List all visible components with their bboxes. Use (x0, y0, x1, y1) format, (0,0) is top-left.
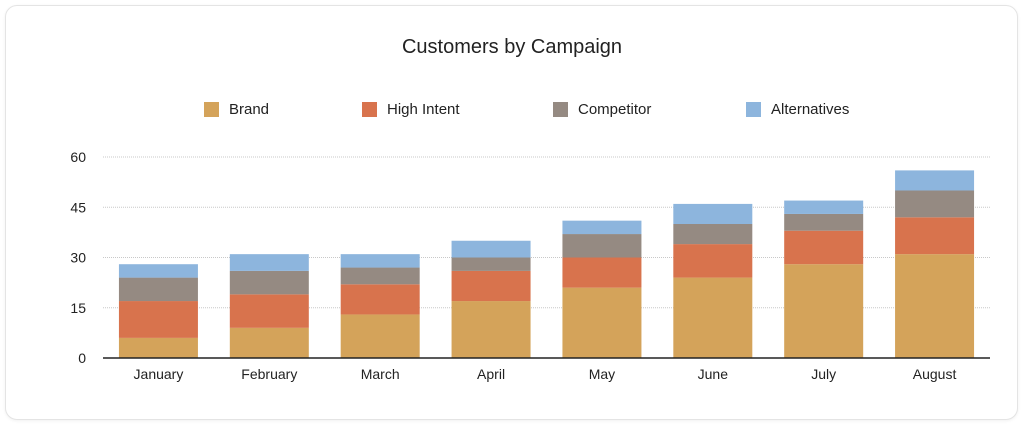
x-tick-label: August (913, 366, 957, 382)
chart-legend: Brand High Intent Competitor Alternative… (0, 101, 1024, 125)
bar-segment (451, 270, 531, 302)
y-tick-label: 60 (70, 149, 86, 165)
legend-item-high-intent: High Intent (362, 101, 460, 118)
x-tick-label: January (134, 366, 184, 382)
bar-segment (895, 170, 975, 191)
bar-segment (895, 190, 975, 218)
bar-segment (895, 254, 975, 358)
bar-segment (118, 277, 198, 302)
bar-segment (340, 314, 420, 358)
x-tick-label: April (477, 366, 505, 382)
bar-segment (895, 217, 975, 255)
x-tick-label: March (361, 366, 400, 382)
y-tick-label: 15 (70, 300, 86, 316)
x-tick-label: June (698, 366, 729, 382)
bar-segment (340, 284, 420, 315)
legend-item-competitor: Competitor (553, 101, 651, 118)
bar-segment (562, 234, 642, 258)
bar-segment (451, 301, 531, 358)
bar-segment (340, 254, 420, 268)
legend-label-alternatives: Alternatives (771, 101, 850, 118)
legend-swatch-high-intent (362, 102, 377, 117)
x-tick-label: May (589, 366, 615, 382)
legend-swatch-competitor (553, 102, 568, 117)
bar-segment (562, 220, 642, 235)
y-tick-label: 0 (78, 350, 86, 366)
legend-item-brand: Brand (204, 101, 269, 118)
legend-item-alternatives: Alternatives (746, 101, 849, 118)
bar-segment (673, 224, 753, 245)
bar-segment (673, 244, 753, 278)
bar-segment (673, 277, 753, 358)
bar-segment (784, 200, 864, 214)
y-tick-label: 45 (70, 199, 86, 215)
bar-segment (562, 257, 642, 288)
bar-segment (784, 264, 864, 358)
y-tick-label: 30 (70, 250, 86, 266)
legend-swatch-brand (204, 102, 219, 117)
bar-segment (673, 203, 753, 224)
bar-segment (229, 270, 309, 295)
bar-segment (562, 287, 642, 358)
legend-label-high-intent: High Intent (387, 101, 460, 118)
bar-segment (340, 267, 420, 285)
legend-label-brand: Brand (229, 101, 270, 118)
legend-label-competitor: Competitor (578, 101, 652, 118)
chart-title: Customers by Campaign (401, 36, 623, 58)
bar-segment (451, 257, 531, 271)
bar-segment (784, 230, 864, 265)
x-tick-label: July (811, 366, 836, 382)
bar-segment (118, 301, 198, 338)
bar-segment (118, 264, 198, 278)
x-tick-label: February (241, 366, 297, 382)
legend-swatch-alternatives (746, 102, 761, 117)
bar-segment (784, 213, 864, 231)
bar-segment (229, 254, 309, 271)
bar-segment (451, 240, 531, 258)
bar-segment (229, 327, 309, 358)
bar-segment (229, 294, 309, 328)
bar-segment (118, 337, 198, 358)
